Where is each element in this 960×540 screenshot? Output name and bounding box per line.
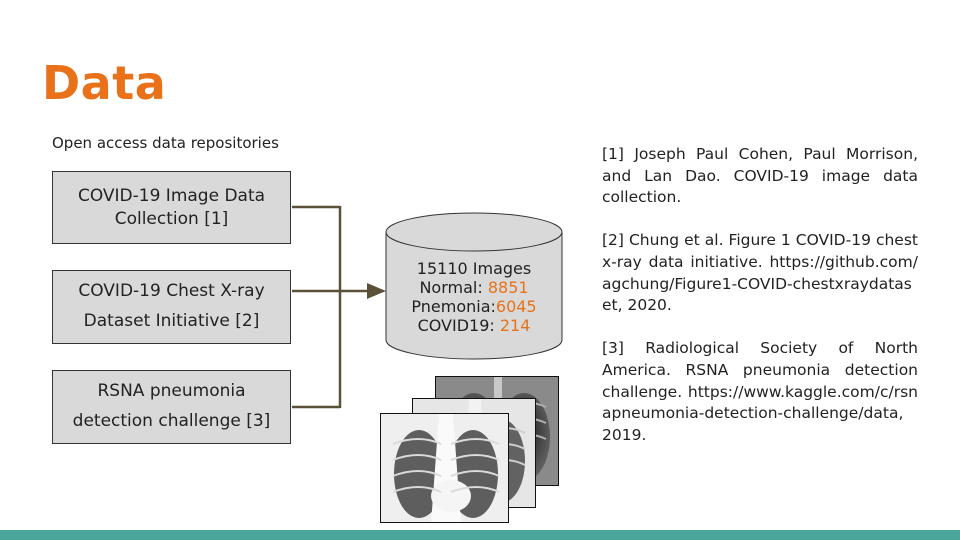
source-3-line1: RSNA pneumonia xyxy=(97,381,246,402)
db-normal-count: 8851 xyxy=(487,278,529,297)
source-1-line2: Collection [1] xyxy=(114,208,229,229)
reference-1: [1] Joseph Paul Cohen, Paul Morrison, an… xyxy=(602,145,918,207)
reference-3: [3] Radiological Society of North Americ… xyxy=(602,339,918,444)
source-2-line2: Dataset Initiative [2] xyxy=(83,311,260,331)
xray-image-front xyxy=(380,413,509,523)
db-covid-count: 214 xyxy=(499,316,531,335)
reference-3-link[interactable]: https://www.kaggle.com/c/rsnapneumonia-d… xyxy=(602,382,918,444)
source-2-line1: COVID-19 Chest X-ray xyxy=(78,281,265,302)
db-total: 15110 Images xyxy=(416,259,532,278)
database-summary: 15110 Images Normal: 8851 Pnemonia:6045 … xyxy=(388,259,560,335)
footer-bar xyxy=(0,530,960,540)
reference-2: [2] Chung et al. Figure 1 COVID-19 chest… xyxy=(602,231,918,315)
slide-subtitle: Open access data repositories xyxy=(52,134,279,152)
source-1-line1: COVID-19 Image Data xyxy=(77,186,266,207)
arrow-head xyxy=(367,283,386,299)
slide-title: Data xyxy=(42,56,167,110)
db-pneumonia-count: 6045 xyxy=(495,297,537,316)
db-normal: Normal: 8851 xyxy=(419,278,529,297)
source-box-covid19-image-data: COVID-19 Image Data Collection [1] xyxy=(52,171,291,244)
reference-2-link[interactable]: https://github.com/agchung/Figure1-COVID… xyxy=(602,252,918,315)
db-covid: COVID19: 214 xyxy=(417,316,531,335)
source-3-line2: detection challenge [3] xyxy=(72,411,271,431)
source-box-rsna-challenge: RSNA pneumonia detection challenge [3] xyxy=(52,370,291,444)
source-box-chest-xray-initiative: COVID-19 Chest X-ray Dataset Initiative … xyxy=(52,270,291,344)
database-cylinder xyxy=(385,212,563,360)
db-pneumonia: Pnemonia:6045 xyxy=(411,297,537,316)
references-list: [1] Joseph Paul Cohen, Paul Morrison, an… xyxy=(602,144,918,468)
